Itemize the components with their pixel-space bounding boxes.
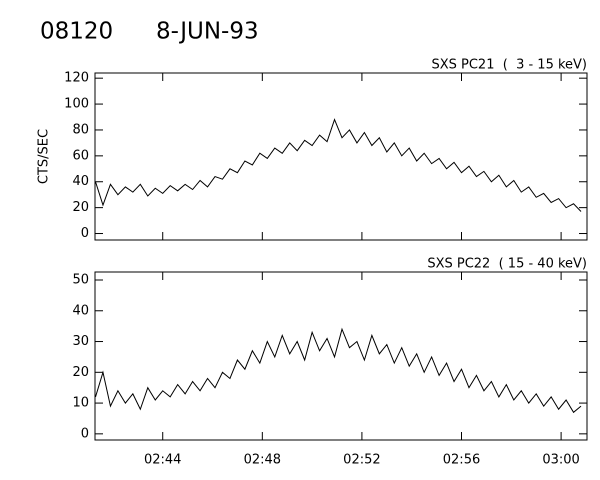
- y-tick-label: 30: [72, 334, 89, 349]
- x-tick-label: 02:52: [343, 453, 380, 468]
- panel-title: SXS PC22 ( 15 - 40 keV): [427, 257, 587, 272]
- y-tick-label: 80: [72, 122, 89, 137]
- x-tick-label: 02:56: [443, 453, 480, 468]
- y-axis-label: CTS/SEC: [37, 129, 52, 184]
- data-line: [95, 118, 582, 212]
- y-tick-label: 0: [81, 226, 89, 241]
- y-tick-label: 100: [64, 97, 89, 112]
- x-tick-label: 02:48: [244, 453, 281, 468]
- y-tick-label: 20: [72, 200, 89, 215]
- y-tick-label: 60: [72, 148, 89, 163]
- x-tick-label: 02:44: [144, 453, 181, 468]
- observation-id: 08120: [40, 19, 113, 45]
- plot-frame: [94, 72, 588, 241]
- x-tick-label: 03:00: [542, 453, 579, 468]
- y-tick-label: 0: [81, 426, 89, 441]
- y-tick-label: 40: [72, 174, 89, 189]
- panel-title: SXS PC21 ( 3 - 15 keV): [431, 58, 587, 73]
- y-tick-label: 50: [72, 273, 89, 288]
- y-tick-label: 10: [72, 396, 89, 411]
- data-line: [95, 327, 582, 414]
- observation-date: 8-JUN-93: [156, 19, 259, 45]
- y-tick-label: 120: [64, 71, 89, 86]
- y-tick-label: 40: [72, 303, 89, 318]
- plot-frame: [94, 271, 588, 441]
- y-tick-label: 20: [72, 365, 89, 380]
